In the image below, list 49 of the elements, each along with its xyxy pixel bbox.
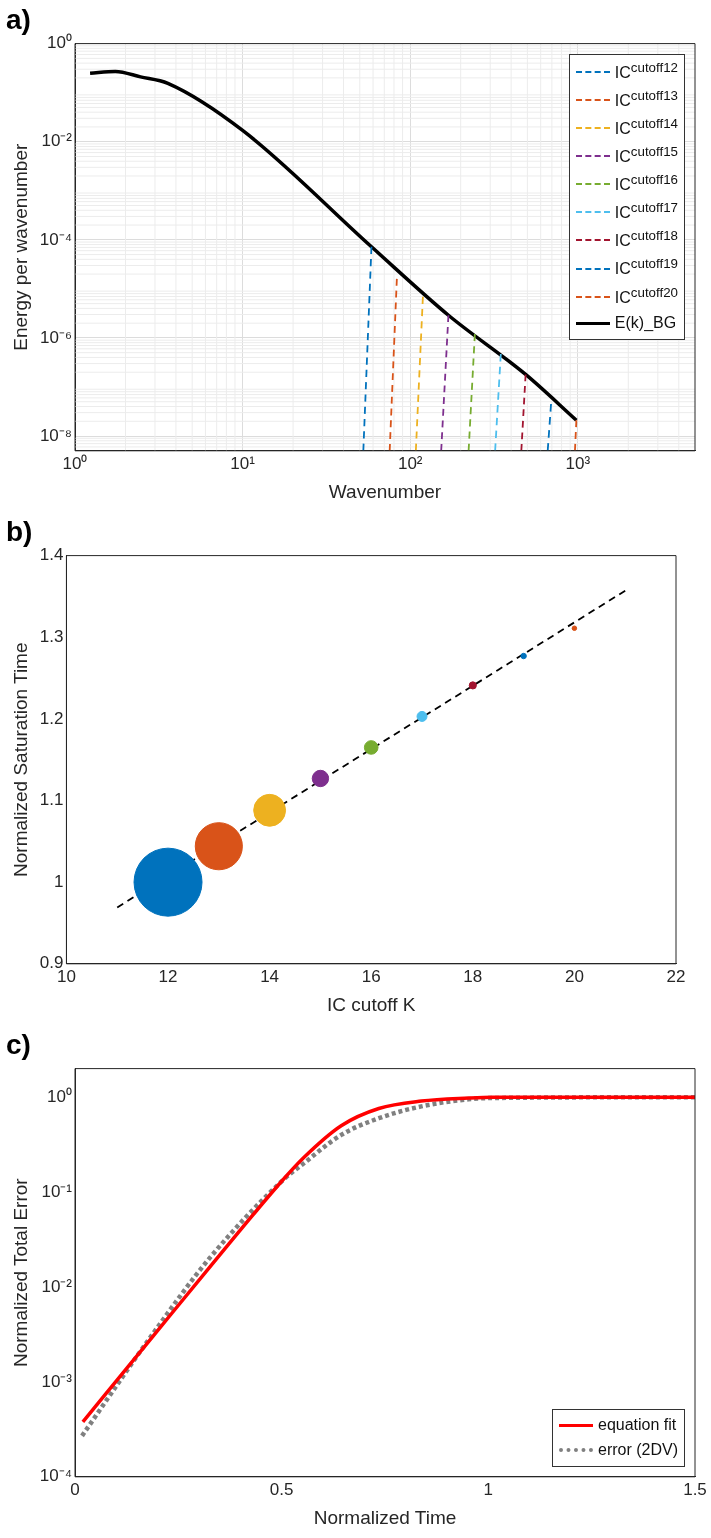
y-axis-title: Energy per wavenumber	[9, 143, 31, 351]
legend-label: IC$^{cutoff13}$	[614, 86, 678, 112]
y-tick-label: 10⁻³	[41, 1371, 73, 1391]
x-tick-label: 10³	[565, 453, 591, 473]
x-tick-label: 1	[483, 1479, 494, 1499]
legend-label: IC$^{cutoff12}$	[614, 58, 678, 83]
y-tick-label: 1	[53, 871, 64, 891]
y-tick-label: 1.1	[39, 790, 64, 810]
y-tick-label: 10⁰	[47, 1086, 73, 1106]
y-tick-label: 1.3	[39, 626, 64, 646]
y-tick-label: 10⁻²	[41, 1276, 73, 1296]
legend-label: E(k)_BG	[614, 312, 677, 333]
legend-label: IC$^{cutoff15}$	[614, 142, 678, 168]
y-axis-title: Normalized Saturation Time	[9, 642, 31, 877]
x-tick-label: 1.5	[683, 1479, 707, 1499]
y-tick-label: 1.4	[39, 545, 64, 565]
legend-label: equation fit	[597, 1415, 677, 1436]
y-tick-label: 10⁻¹	[41, 1181, 73, 1201]
legend-label: error (2DV)	[597, 1440, 678, 1460]
chart-title: c)	[6, 1028, 31, 1060]
chart-title: a)	[6, 3, 31, 35]
x-tick-label: 16	[361, 966, 381, 986]
y-axis-title: Normalized Total Error	[9, 1177, 31, 1368]
chart-title: b)	[6, 515, 33, 547]
legend-label: IC$^{cutoff19}$	[614, 255, 678, 280]
x-tick-label: 14	[260, 966, 280, 986]
x-tick-label: 0.5	[269, 1479, 294, 1499]
legend-label: IC$^{cutoff18}$	[614, 227, 678, 252]
x-tick-label: 10²	[397, 453, 423, 473]
legend-label: IC$^{cutoff16}$	[614, 171, 678, 196]
x-tick-label: 10¹	[230, 453, 256, 473]
legend-label: IC$^{cutoff14}$	[614, 114, 678, 140]
y-tick-label: 10⁻⁶	[40, 327, 73, 347]
y-tick-label: 10⁰	[47, 33, 73, 53]
x-tick-label: 18	[463, 966, 483, 986]
legend-label: IC$^{cutoff17}$	[614, 199, 678, 224]
x-axis-title: IC cutoff K	[327, 993, 416, 1015]
x-tick-label: 12	[158, 966, 178, 986]
y-tick-label: 10⁻²	[41, 131, 73, 151]
x-axis-title: Wavenumber	[328, 480, 442, 502]
x-tick-label: 0	[70, 1479, 80, 1499]
x-tick-label: 22	[666, 966, 686, 986]
legend-label: IC$^{cutoff20}$	[614, 283, 678, 308]
y-tick-label: 1.2	[39, 708, 64, 728]
x-tick-label: 10⁰	[62, 453, 88, 473]
y-tick-label: 10⁻⁸	[39, 425, 73, 445]
x-tick-label: 20	[564, 966, 584, 986]
y-tick-label: 10⁻⁴	[39, 229, 73, 249]
x-axis-title: Normalized Time	[313, 1506, 457, 1528]
